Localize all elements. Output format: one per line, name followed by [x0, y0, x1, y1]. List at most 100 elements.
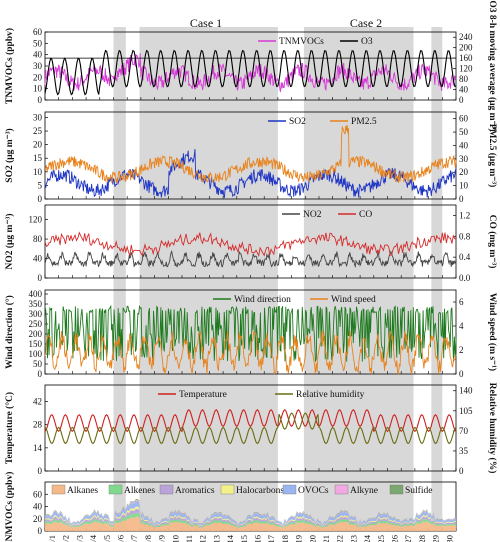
left-tick-label: 0	[38, 194, 43, 204]
case-period-shading	[113, 27, 443, 531]
right-tick-label: 0	[459, 466, 464, 476]
legend-swatch	[159, 484, 174, 495]
x-tick-label: 6/21	[321, 535, 331, 542]
series-no2-line	[44, 249, 457, 269]
shaded-period-2	[139, 27, 278, 531]
right-tick-label: 0.8	[459, 231, 471, 241]
left-tick-label: 14	[33, 443, 43, 453]
right-tick-label: 50	[459, 127, 469, 137]
left-tick-label: 400	[29, 289, 43, 299]
shaded-period-3	[303, 27, 414, 531]
x-tick-label: 6/27	[403, 535, 413, 542]
x-tick-label: 6/1	[47, 535, 57, 542]
right-tick-label: 0.4	[459, 252, 471, 262]
x-tick-label: 6/23	[348, 535, 358, 542]
legend-swatch	[334, 484, 349, 495]
right-tick-label: 160	[459, 53, 473, 63]
panel-5-right-axis-label: Relative humidity (%)	[487, 383, 498, 474]
left-tick-label: 0	[38, 466, 43, 476]
left-tick-label: 100	[29, 349, 43, 359]
right-tick-label: 10	[459, 181, 469, 191]
x-tick-label: 6/16	[253, 535, 263, 542]
left-tick-label: 0	[38, 526, 43, 536]
legend-swatch	[389, 484, 404, 495]
x-tick-label: 6/13	[211, 535, 221, 542]
right-tick-label: 70	[459, 426, 469, 436]
x-tick-label: 6/9	[157, 535, 167, 542]
stacked-area-ovocs	[45, 500, 456, 527]
left-tick-label: 0	[38, 369, 43, 379]
legend-label: Wind direction	[234, 295, 291, 305]
right-tick-label: 60	[459, 114, 469, 124]
right-tick-label: 0	[459, 194, 464, 204]
left-tick-label: 60	[33, 27, 43, 37]
right-tick-label: 1.2	[459, 210, 470, 220]
legend-label: Sulfide	[405, 485, 432, 496]
left-tick-label: 28	[33, 420, 43, 430]
left-tick-label: 40	[33, 502, 43, 512]
x-tick-label: 6/18	[280, 535, 290, 542]
panel-2-left-axis-label: SO2 (μg m⁻³)	[4, 128, 15, 182]
series-relative-humidity-line	[44, 412, 457, 445]
left-tick-label: 40	[33, 254, 43, 264]
legend-swatch	[51, 484, 66, 495]
series-so2-line	[44, 149, 457, 199]
left-tick-label: 10	[33, 167, 43, 177]
legend-label: OVOCs	[298, 486, 329, 496]
legend-label: SO2	[289, 117, 306, 127]
x-tick-label: 6/29	[431, 535, 441, 542]
x-tick-label: 6/24	[362, 534, 372, 542]
series-temperature-line	[44, 409, 457, 433]
x-tick-label: 6/3	[74, 535, 84, 542]
left-tick-label: 0	[38, 273, 43, 283]
legend-label: TNMVOCs	[279, 37, 324, 47]
x-tick-label: 6/14	[225, 534, 235, 542]
legend-label: Wind speed	[331, 295, 376, 305]
legend-label: Alkanes	[67, 486, 98, 496]
x-tick-label: 6/26	[390, 535, 400, 542]
shaded-period-4	[431, 27, 443, 531]
right-tick-label: 2	[459, 345, 464, 355]
right-tick-label: 105	[459, 406, 473, 416]
x-tick-label: 6/6	[116, 535, 126, 542]
x-tick-label: 6/12	[198, 535, 208, 542]
x-tick-label: 6/2	[61, 535, 71, 542]
legend-label: O3	[361, 37, 373, 47]
legend-label: Aromatics	[175, 486, 215, 496]
left-tick-label: 42	[33, 397, 42, 407]
x-tick-label: 6/11	[184, 535, 194, 542]
x-tick-label: 6/7	[129, 535, 139, 542]
series-co-line	[44, 231, 457, 258]
left-tick-label: 250	[29, 319, 43, 329]
panel-1-right-axis-label: O3 8-h moving average (μg m⁻³)	[487, 0, 498, 131]
left-tick-label: 40	[33, 50, 43, 60]
x-tick-label: 6/8	[143, 535, 153, 542]
left-tick-label: 20	[33, 514, 43, 524]
case-1-label: Case 1	[190, 16, 222, 30]
legend-label: Relative humidity	[296, 390, 365, 400]
left-tick-label: 25	[33, 126, 43, 136]
legend-label: NO2	[303, 210, 322, 220]
stacked-area-alkenes	[45, 512, 456, 529]
x-tick-label: 6/22	[335, 535, 345, 542]
x-tick-label: 6/17	[266, 535, 276, 542]
right-tick-label: 30	[459, 154, 469, 164]
x-tick-label: 6/25	[376, 535, 386, 542]
legend-label: PM2.5	[351, 117, 377, 127]
x-tick-label: 6/4	[88, 534, 98, 542]
series-wind-speed-line	[44, 330, 457, 376]
panel-4-right-axis-label: Wind speed (m s⁻¹)	[487, 293, 498, 371]
right-tick-label: 200	[459, 43, 473, 53]
right-tick-label: 35	[459, 446, 469, 456]
right-tick-label: 4	[459, 321, 464, 331]
left-tick-label: 0	[38, 95, 43, 105]
left-tick-label: 300	[29, 309, 43, 319]
left-tick-label: 10	[33, 84, 43, 94]
right-tick-label: 0	[459, 95, 464, 105]
series-wind-direction-line	[44, 304, 457, 362]
left-tick-label: 350	[29, 299, 43, 309]
case-2-label: Case 2	[350, 16, 382, 30]
panel-2-right-axis-label: PM2.5 (μg m⁻³)	[487, 124, 498, 188]
